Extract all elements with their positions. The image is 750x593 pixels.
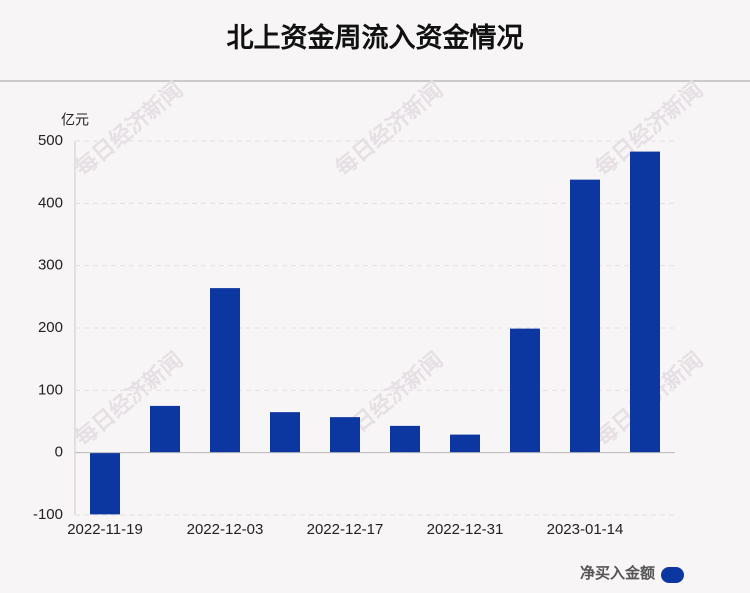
chart-title: 北上资金周流入资金情况 xyxy=(227,22,524,53)
bar xyxy=(270,412,300,453)
legend-label: 净买入金额 xyxy=(580,564,655,582)
bar xyxy=(570,179,600,453)
bar xyxy=(210,288,240,453)
bar xyxy=(450,434,480,453)
bar xyxy=(90,452,120,515)
bar xyxy=(630,151,660,453)
bar xyxy=(390,425,420,453)
bar xyxy=(510,328,540,453)
y-tick-label: 500 xyxy=(38,132,63,149)
x-tick-label: 2022-11-19 xyxy=(67,521,143,538)
x-tick-label: 2023-01-14 xyxy=(547,521,624,538)
bar xyxy=(330,417,360,453)
y-tick-label: 0 xyxy=(55,444,63,461)
y-tick-label: 400 xyxy=(38,194,63,211)
legend-swatch xyxy=(661,567,684,583)
bar xyxy=(150,405,180,453)
x-tick-label: 2022-12-31 xyxy=(427,521,504,538)
y-tick-label: 300 xyxy=(38,257,63,274)
y-unit: 亿元 xyxy=(61,112,89,128)
x-tick-label: 2022-12-17 xyxy=(307,521,384,538)
x-tick-label: 2022-12-03 xyxy=(187,521,264,538)
y-tick-label: 100 xyxy=(38,381,63,398)
y-tick-label: 200 xyxy=(38,319,63,336)
y-tick-label: -100 xyxy=(33,506,63,523)
